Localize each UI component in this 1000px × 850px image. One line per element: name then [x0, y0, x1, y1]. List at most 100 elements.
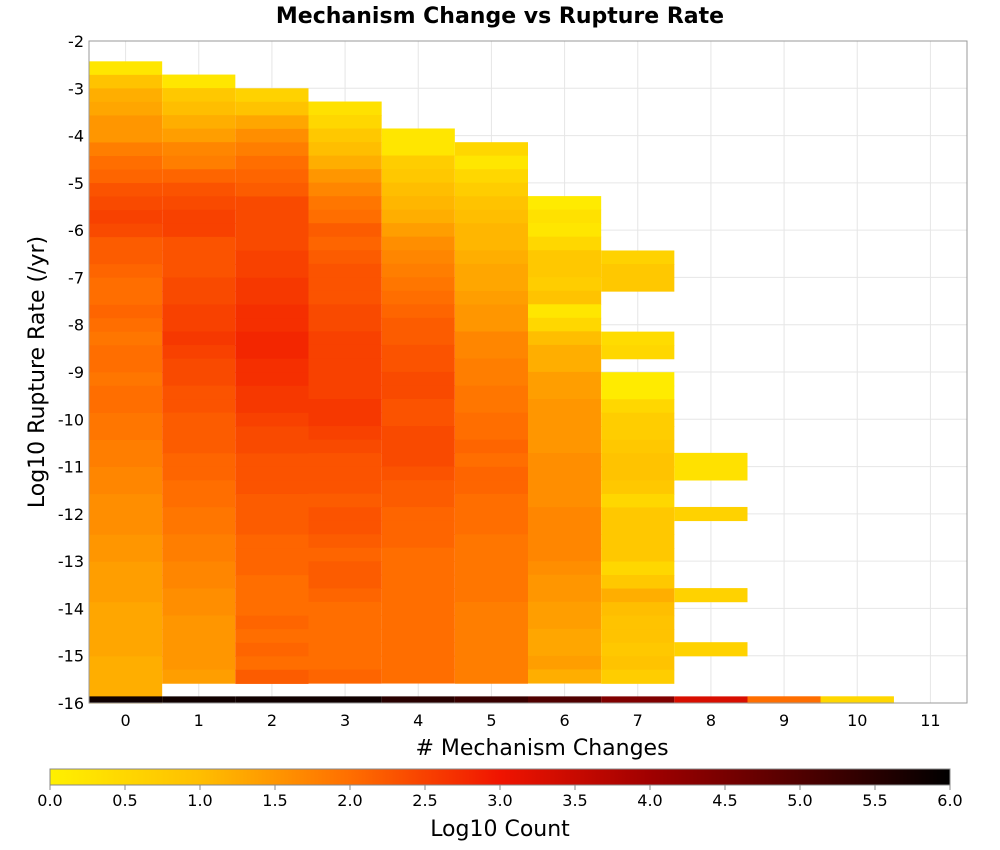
heatmap-cell — [89, 669, 163, 685]
heatmap-cell — [162, 493, 236, 508]
heatmap-cell — [308, 412, 382, 427]
heatmap-cell — [162, 385, 236, 400]
heatmap-cell — [89, 588, 163, 603]
heatmap-cell — [308, 493, 382, 508]
heatmap-cell — [601, 520, 675, 536]
heatmap-cell — [381, 574, 455, 589]
heatmap-cell — [528, 601, 602, 616]
heatmap-cell — [381, 290, 455, 305]
heatmap-cell — [528, 628, 602, 643]
heatmap-baseline-cell — [454, 696, 528, 703]
heatmap-cell — [454, 669, 528, 684]
heatmap-cell — [381, 642, 455, 657]
heatmap-cell — [89, 223, 163, 238]
heatmap-cell — [235, 345, 309, 360]
heatmap-cell — [162, 317, 236, 333]
heatmap-cell — [89, 115, 163, 130]
heatmap-cell — [162, 88, 236, 103]
heatmap-cell — [308, 209, 382, 224]
heatmap-cell — [528, 250, 602, 265]
heatmap-cell — [89, 372, 163, 387]
heatmap-cell — [381, 669, 455, 684]
heatmap-cell — [528, 371, 602, 387]
heatmap-cell — [381, 209, 455, 224]
heatmap-cell — [454, 656, 528, 671]
y-tick-label: -10 — [58, 410, 84, 429]
heatmap-cell — [308, 399, 382, 414]
heatmap-cell — [89, 264, 163, 279]
heatmap-cell — [454, 236, 528, 251]
heatmap-cell — [528, 642, 602, 657]
heatmap-cell — [235, 277, 309, 292]
heatmap-cell — [528, 669, 602, 684]
heatmap-cell — [308, 250, 382, 265]
heatmap-cell — [601, 561, 675, 576]
heatmap-cell — [308, 426, 382, 441]
heatmap-cell — [381, 480, 455, 495]
heatmap-cell — [454, 629, 528, 644]
colorbar-tick-label: 4.0 — [637, 791, 662, 810]
heatmap-cell — [601, 345, 675, 360]
heatmap-cell — [454, 615, 528, 630]
plot-frame — [88, 40, 968, 704]
heatmap-cell — [308, 615, 382, 630]
heatmap-cell — [528, 385, 602, 400]
heatmap-cell — [89, 602, 163, 617]
heatmap-cell — [89, 494, 163, 509]
heatmap-cell — [89, 358, 163, 373]
heatmap-cell — [454, 466, 528, 481]
heatmap-cell — [89, 304, 163, 319]
heatmap-cell — [308, 439, 382, 454]
heatmap-cell — [235, 88, 309, 103]
heatmap-cell — [381, 601, 455, 616]
heatmap-cell — [454, 223, 528, 238]
heatmap-cell — [89, 196, 163, 211]
heatmap-cell — [162, 520, 236, 535]
heatmap-cell — [454, 439, 528, 454]
heatmap-cell — [528, 412, 602, 427]
heatmap-cell — [528, 304, 602, 319]
heatmap-cell — [235, 372, 309, 387]
heatmap-cell — [528, 196, 602, 211]
heatmap-cell — [89, 250, 163, 265]
heatmap-cell — [674, 588, 748, 603]
heatmap-cell — [162, 155, 236, 170]
heatmap-cell — [235, 412, 309, 427]
heatmap-cell — [235, 115, 309, 130]
heatmap-cell — [308, 372, 382, 387]
heatmap-cell — [308, 520, 382, 535]
heatmap-cell — [454, 290, 528, 306]
heatmap-cell — [454, 480, 528, 495]
heatmap-cell — [601, 439, 675, 454]
heatmap-cell — [601, 426, 675, 441]
heatmap-cell — [89, 426, 163, 441]
heatmap-cell — [381, 304, 455, 319]
colorbar-tick-label: 3.0 — [487, 791, 512, 810]
heatmap-baseline-cell — [381, 696, 455, 703]
heatmap-cell — [308, 317, 382, 333]
heatmap-cell — [601, 250, 675, 265]
heatmap-cell — [162, 480, 236, 495]
y-tick-label: -13 — [58, 552, 84, 571]
heatmap-cell — [454, 534, 528, 549]
heatmap-cell — [528, 507, 602, 522]
heatmap-cell — [308, 480, 382, 495]
heatmap-cell — [162, 128, 236, 143]
heatmap-cell — [454, 507, 528, 522]
heatmap-cell — [162, 588, 236, 603]
heatmap-cell — [601, 277, 675, 292]
heatmap-cell — [454, 372, 528, 387]
heatmap-cell — [528, 480, 602, 495]
heatmap-cell — [381, 358, 455, 373]
heatmap-cell — [308, 182, 382, 197]
heatmap-cell — [235, 223, 309, 238]
heatmap-cell — [674, 506, 748, 522]
heatmap-cell — [674, 642, 748, 657]
y-tick-label: -3 — [68, 79, 84, 98]
colorbar-tick-label: 5.0 — [787, 791, 812, 810]
heatmap-cell — [601, 669, 675, 684]
heatmap-cell — [235, 561, 309, 576]
heatmap-cell — [308, 331, 382, 346]
heatmap-cell — [528, 574, 602, 589]
heatmap-cell — [601, 331, 675, 346]
